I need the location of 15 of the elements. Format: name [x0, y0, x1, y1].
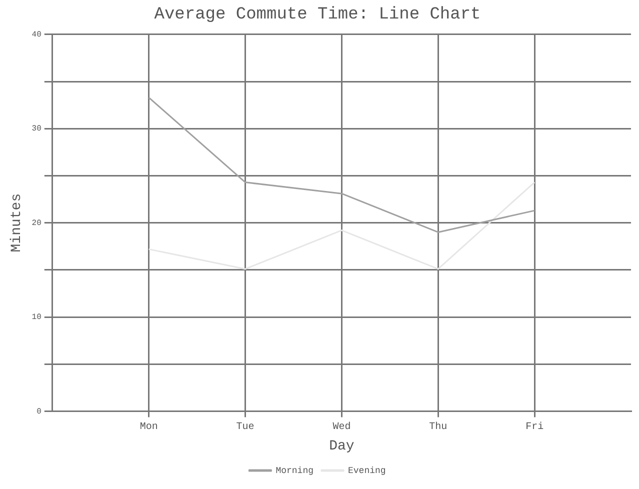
x-tick-label: Wed — [332, 420, 351, 433]
chart-title: Average Commute Time: Line Chart — [154, 6, 481, 25]
y-tick-label: 40 — [32, 30, 42, 40]
x-tick-label: Thu — [429, 420, 448, 433]
x-axis-title: Day — [329, 438, 354, 454]
legend-label: Morning — [276, 466, 314, 476]
y-axis-title: Minutes — [9, 193, 26, 252]
x-tick-label: Fri — [526, 420, 544, 433]
y-tick-label: 20 — [32, 218, 42, 228]
x-tick-label: Mon — [140, 422, 158, 433]
y-tick-label: 0 — [36, 407, 42, 416]
x-tick-label: Tue — [236, 422, 254, 433]
legend-label: Evening — [348, 466, 386, 476]
y-tick-label: 10 — [32, 313, 42, 322]
y-tick-label: 30 — [32, 124, 42, 134]
